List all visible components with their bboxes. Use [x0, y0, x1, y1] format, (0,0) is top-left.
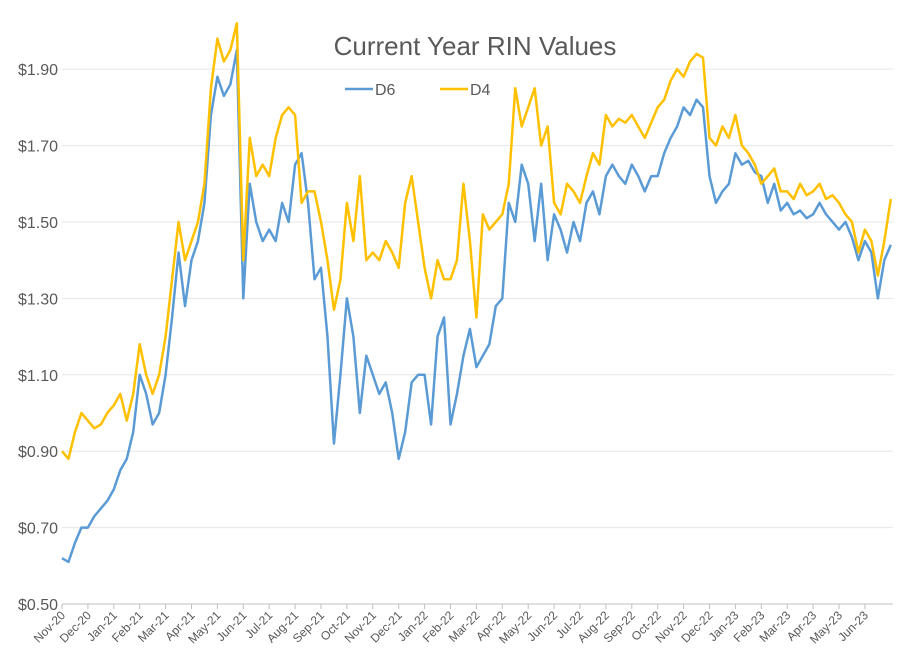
- y-tick-label: $1.50: [18, 215, 58, 232]
- y-tick-label: $0.50: [18, 597, 58, 614]
- legend-label: D4: [470, 82, 491, 99]
- y-tick-label: $0.90: [18, 444, 58, 461]
- y-tick-label: $1.90: [18, 62, 58, 79]
- x-tick-label: Jun-21: [214, 608, 250, 644]
- y-tick-label: $1.10: [18, 368, 58, 385]
- series-line: [61, 22, 893, 461]
- x-tick-label: Jun-23: [835, 608, 871, 644]
- y-tick-label: $1.70: [18, 139, 58, 156]
- x-tick-label: Jun-22: [524, 608, 560, 644]
- series-line: [61, 48, 892, 564]
- legend-label: D6: [375, 82, 396, 99]
- y-tick-label: $1.30: [18, 291, 58, 308]
- y-tick-label: $0.70: [18, 521, 58, 538]
- chart-title: Current Year RIN Values: [334, 31, 617, 61]
